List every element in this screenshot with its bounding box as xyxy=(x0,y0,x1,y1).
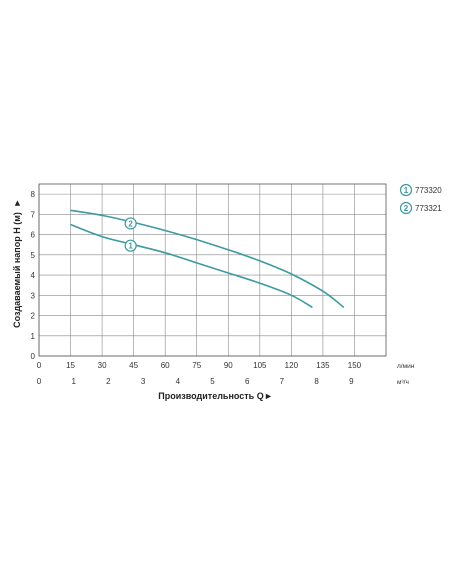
y-axis-arrow: ► xyxy=(12,199,22,208)
y-tick-label: 8 xyxy=(31,190,36,199)
y-tick-labels: 0 1 2 3 4 5 6 7 8 xyxy=(31,190,36,361)
x-tick-label-secondary: 3 xyxy=(141,377,146,386)
series-lines xyxy=(70,209,345,309)
x-tick-label-primary: 45 xyxy=(129,361,138,370)
legend-marker-label: 2 xyxy=(404,204,409,213)
x-tick-label-secondary: 2 xyxy=(106,377,111,386)
legend-marker-label: 1 xyxy=(404,186,409,195)
series-marker-circle xyxy=(124,217,137,230)
x-tick-label-secondary: 9 xyxy=(349,377,354,386)
grid-lines xyxy=(38,184,386,357)
x-tick-label-secondary: 0 xyxy=(37,377,42,386)
y-tick-label: 3 xyxy=(31,291,36,300)
y-tick-label: 2 xyxy=(31,312,36,321)
y-tick-label: 0 xyxy=(31,352,36,361)
x-primary-unit: л/мин xyxy=(397,363,415,370)
series-marker-label: 1 xyxy=(128,242,133,251)
y-tick-label: 4 xyxy=(31,271,36,280)
y-tick-label: 7 xyxy=(31,210,36,219)
series-marker-circle xyxy=(124,239,137,252)
x-tick-label-primary: 150 xyxy=(348,361,362,370)
x-tick-label-primary: 75 xyxy=(192,361,201,370)
x-tick-label-primary: 60 xyxy=(161,361,170,370)
x-tick-label-primary: 105 xyxy=(253,361,267,370)
x-tick-label-primary: 135 xyxy=(316,361,330,370)
x-tick-label-primary: 120 xyxy=(285,361,299,370)
x-tick-label-secondary: 5 xyxy=(210,377,215,386)
x-tick-label-secondary: 4 xyxy=(176,377,181,386)
series-line-773320 xyxy=(70,223,313,309)
series-marker-label: 2 xyxy=(128,219,133,228)
x-tick-labels-secondary: 0 1 2 3 4 5 6 7 8 9 xyxy=(37,377,354,386)
y-tick-label: 5 xyxy=(31,251,36,260)
x-secondary-unit: м³/ч xyxy=(397,379,409,386)
series-line-773321 xyxy=(70,209,345,309)
x-tick-label-secondary: 7 xyxy=(280,377,285,386)
y-tick-label: 1 xyxy=(31,332,36,341)
legend-marker-circle xyxy=(399,183,413,197)
x-tick-label-primary: 0 xyxy=(37,361,42,370)
x-tick-label-secondary: 6 xyxy=(245,377,250,386)
legend-entry-label: 773320 xyxy=(415,186,442,195)
y-axis-label: Создаваемый напор H (м) xyxy=(12,212,22,328)
y-tick-label: 6 xyxy=(31,231,36,240)
x-tick-label-primary: 30 xyxy=(98,361,107,370)
x-tick-label-secondary: 8 xyxy=(314,377,319,386)
x-tick-label-secondary: 1 xyxy=(71,377,76,386)
x-axis-label: Производительность Q xyxy=(158,391,263,401)
x-tick-label-primary: 90 xyxy=(224,361,233,370)
x-tick-labels-primary: 0 15 30 45 60 75 90 105 120 135 150 xyxy=(37,361,362,370)
plot-frame xyxy=(38,183,387,357)
legend-marker-circle xyxy=(399,201,413,215)
x-tick-label-primary: 15 xyxy=(66,361,75,370)
legend: 1 773320 2 773321 xyxy=(399,183,442,215)
legend-entry-label: 773321 xyxy=(415,204,442,213)
x-axis-arrow: ► xyxy=(264,391,273,401)
series-markers: 12 xyxy=(124,217,137,252)
